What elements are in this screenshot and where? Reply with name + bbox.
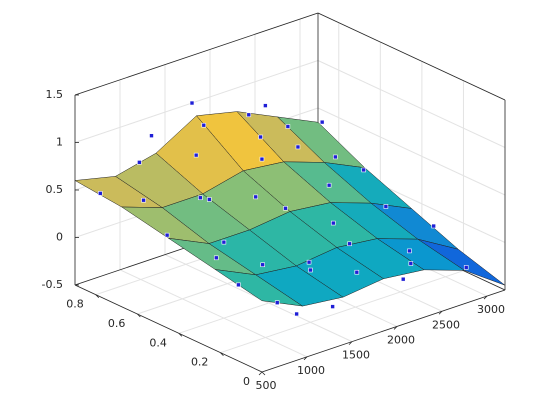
scatter-point — [253, 194, 259, 200]
scatter-point — [274, 300, 280, 305]
scatter-point — [189, 100, 195, 106]
scatter-point — [164, 232, 170, 238]
scatter-point — [361, 167, 367, 173]
scatter-point — [330, 304, 335, 309]
scatter-point — [193, 152, 199, 158]
scatter-point — [463, 265, 469, 270]
box-edge — [317, 12, 506, 101]
z-tick-label: 1 — [56, 136, 63, 149]
scatter-point — [137, 160, 142, 165]
scatter-point — [306, 259, 312, 265]
scatter-point — [141, 197, 146, 203]
scatter-point — [326, 182, 332, 188]
scatter-point — [295, 144, 301, 150]
scatter-point — [283, 205, 288, 211]
z-tick-label: 1.5 — [46, 88, 64, 101]
grid-line — [119, 269, 308, 358]
scatter-point — [201, 122, 207, 128]
grid-line — [220, 270, 464, 354]
x-tick-label: 2500 — [432, 318, 460, 331]
x-tick — [393, 326, 398, 330]
scatter-point — [236, 282, 241, 288]
scatter-point — [354, 269, 360, 275]
scatter-point — [97, 191, 103, 196]
z-tick-label: 0.5 — [46, 183, 64, 196]
y-tick — [137, 313, 141, 318]
z-tick-label: -0.5 — [42, 278, 63, 291]
scatter-point — [258, 134, 263, 140]
scatter-point — [400, 276, 406, 282]
scatter-point — [408, 261, 414, 266]
x-tick-label: 500 — [256, 379, 277, 392]
grid-line — [317, 60, 506, 148]
scatter-point — [319, 119, 325, 125]
surface-patch — [215, 269, 303, 307]
y-tick — [95, 294, 100, 298]
scatter-point — [221, 239, 227, 245]
scatter-point — [246, 112, 252, 118]
scatter-point — [294, 311, 299, 317]
z-tick-label: 0 — [56, 231, 63, 244]
scatter-point — [383, 204, 389, 209]
scatter-point — [308, 267, 313, 273]
scatter-point — [431, 223, 436, 229]
box-edge — [261, 289, 506, 373]
x-tick — [303, 356, 308, 361]
scatter-point — [407, 248, 412, 254]
scatter-point — [259, 156, 265, 162]
x-tick-label: 2000 — [387, 333, 415, 346]
y-tick — [220, 352, 224, 356]
x-tick — [258, 371, 263, 376]
grid-line — [74, 60, 319, 143]
scatter-point — [263, 103, 268, 108]
scatter-point — [285, 124, 291, 129]
y-tick — [178, 333, 183, 337]
x-tick — [438, 310, 443, 315]
scatter-point — [347, 241, 352, 247]
box-edge — [74, 284, 263, 373]
x-tick-label: 1000 — [297, 364, 325, 377]
x-tick — [348, 341, 353, 345]
scatter-point — [260, 262, 265, 268]
x-tick-label: 1500 — [342, 349, 370, 362]
y-tick-label: 0.6 — [108, 317, 126, 330]
box-edge — [74, 12, 319, 96]
scatter-point — [149, 133, 154, 138]
x-tick-label: 3000 — [477, 303, 505, 316]
scatter-point — [333, 154, 338, 160]
y-tick — [261, 371, 266, 376]
scatter-point — [213, 255, 219, 261]
y-tick-label: 0.2 — [191, 356, 209, 369]
y-tick-label: 0.4 — [149, 336, 167, 349]
grid-line — [317, 107, 506, 196]
y-tick-label: 0.8 — [66, 298, 84, 311]
scatter-point — [207, 197, 212, 202]
x-tick — [483, 295, 488, 300]
scatter-point — [330, 220, 336, 226]
scatter-point — [198, 195, 203, 201]
y-tick-label: 0 — [243, 375, 250, 388]
